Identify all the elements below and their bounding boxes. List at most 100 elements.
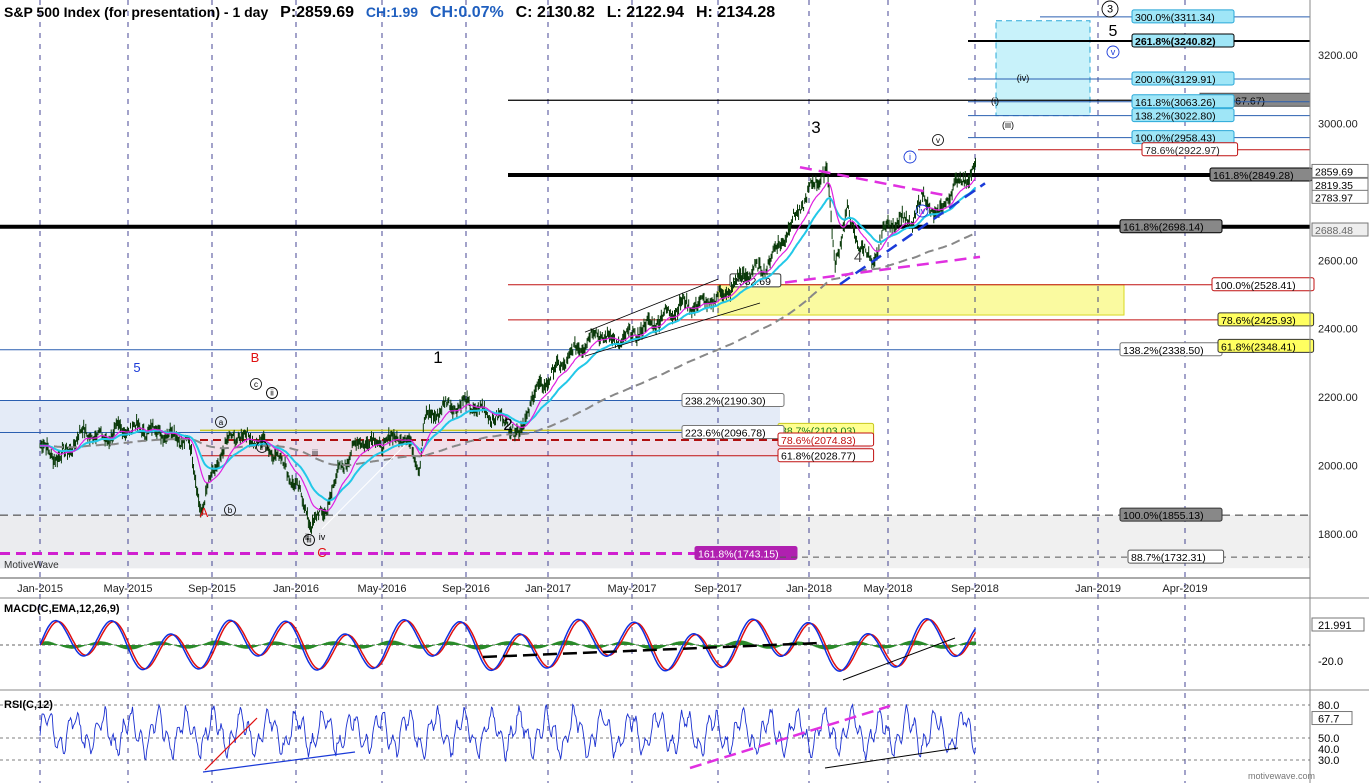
- wave-label: 5: [1109, 23, 1118, 40]
- level-tag: 200.0%(3129.91): [1135, 74, 1216, 86]
- level-tag: 78.6%(2074.83): [781, 435, 856, 447]
- level-tag: 100.0%(2528.41): [1215, 280, 1296, 292]
- x-tick-label: Apr-2019: [1162, 583, 1207, 595]
- wedge-line: [784, 255, 981, 284]
- chart-header: S&P 500 Index (for presentation) - 1 day…: [4, 4, 783, 22]
- y-tick-label: 2000.00: [1318, 461, 1358, 473]
- watermark: MotiveWave: [4, 560, 59, 571]
- wave-label: A: [200, 505, 209, 520]
- macd-tick-box: [1311, 617, 1365, 632]
- minor-label: (i): [991, 96, 999, 106]
- rsi-tick-label: 80.0: [1318, 700, 1339, 712]
- y-tick-label: 2600.00: [1318, 255, 1358, 267]
- level-tag: 238.2%(2190.30): [685, 395, 766, 407]
- axis-bg: [1310, 0, 1369, 783]
- rsi-title: RSI(C,12): [4, 699, 53, 711]
- macd-line: [39, 617, 977, 672]
- level-tag: 61.8%(2028.77): [781, 451, 856, 463]
- rsi-tick-label: 67.7: [1318, 714, 1339, 726]
- y-tick-label: 1800.00: [1318, 529, 1358, 541]
- price-marker: 2783.97: [1315, 192, 1353, 204]
- rsi-trend-line: [202, 751, 356, 773]
- x-tick-label: Sep-2017: [694, 583, 742, 595]
- rsi-tick-label: 30.0: [1318, 755, 1339, 767]
- circled-label-ring: [303, 534, 315, 546]
- circled-label: iv: [919, 206, 926, 216]
- minor-label: iv: [319, 532, 326, 542]
- price-marker: 2688.48: [1315, 225, 1353, 237]
- level-tag-box: [1131, 9, 1235, 24]
- change-pct-readout: CH:0.07%: [429, 4, 504, 21]
- blue-trend-line: [839, 182, 986, 286]
- wave-label: 2: [503, 415, 512, 434]
- ema-fast-line: [39, 177, 977, 512]
- level-tag-box: [694, 545, 798, 560]
- macd-tick-label: -20.0: [1318, 656, 1343, 668]
- channel-line: [584, 302, 761, 357]
- macd-title: MACD(C,EMA,12,26,9): [4, 603, 120, 615]
- level-tag-box: [681, 392, 785, 407]
- x-tick-label: Jan-2016: [273, 583, 319, 595]
- x-tick-label: Jan-2019: [1075, 583, 1121, 595]
- circled-label: iii: [306, 536, 312, 545]
- level-tag: 138.2%(2338.50): [1123, 345, 1204, 357]
- level-tag: 138.2%(3022.80): [1135, 111, 1216, 123]
- vertical-grid: [39, 0, 1186, 783]
- y-tick-label: 3000.00: [1318, 118, 1358, 130]
- macd-panel: MACD(C,EMA,12,26,9) 21.991 -20.0: [0, 603, 1365, 681]
- y-tick-label: 3200.00: [1318, 50, 1358, 62]
- rsi-line: [39, 703, 976, 762]
- minor-label: i: [261, 443, 263, 452]
- rsi-tick-box: [1311, 711, 1353, 726]
- close-readout: C: 2130.82: [515, 4, 595, 21]
- x-tick-label: May-2016: [358, 583, 407, 595]
- level-tag: 88.7%(1732.31): [1131, 552, 1206, 564]
- level-tag: 161.8%(2849.28): [1213, 170, 1294, 182]
- circled-label-ring: [903, 150, 917, 164]
- macd-trend-line: [842, 637, 956, 681]
- level-tag-box: [1131, 71, 1235, 86]
- rsi-panel: RSI(C,12) 80.0 67.7 50.040.030.0: [0, 699, 1353, 773]
- minor-label: a: [219, 418, 224, 427]
- level-tag: 100.0%(1855.13): [1123, 510, 1204, 522]
- channel-line: [584, 278, 719, 333]
- high-readout: H: 2134.28: [695, 4, 776, 21]
- x-tick-label: Jan-2017: [525, 583, 571, 595]
- annotations: 5BAC12345abciiiiiiivv(i)(iii)(iv)3iiiiii…: [4, 0, 1315, 781]
- ma-long-line: [40, 231, 976, 467]
- x-tick-label: Sep-2015: [188, 583, 236, 595]
- wave-label: 4: [854, 249, 862, 266]
- minor-label: iii: [312, 448, 318, 458]
- level-tag-box: [1127, 549, 1225, 564]
- wave-label: 1: [433, 348, 442, 367]
- change-readout: CH:1.99: [365, 4, 419, 20]
- bottom-zone: [0, 515, 1310, 569]
- level-tag: 161.8%(1743.15): [698, 548, 779, 560]
- fib-levels: 300.0%(3311.34) 261.8%(3240.82) 200.0%(312…: [0, 9, 1315, 564]
- price-readout: P:2859.69: [280, 4, 354, 21]
- level-tag-box: [1131, 94, 1235, 109]
- wave-label: 5: [133, 360, 140, 375]
- minor-label-circle: [256, 441, 268, 453]
- level-tag: 78.6%(2922.97): [1145, 145, 1220, 157]
- circled-label-ring: [1101, 0, 1119, 18]
- minor-label: v: [936, 136, 940, 145]
- circled-label: 3: [1107, 4, 1113, 16]
- price-marker-box: [1311, 189, 1369, 204]
- x-tick-label: Jan-2018: [786, 583, 832, 595]
- level-tag: 161.8%(2698.14): [1123, 222, 1204, 234]
- circled-label: ii: [270, 389, 274, 398]
- price-series: [39, 157, 977, 534]
- rsi-trend-line: [824, 747, 959, 769]
- rsi-trend-line: [204, 717, 258, 771]
- circled-label-ring: [915, 204, 929, 218]
- price-marker-box: [1311, 222, 1369, 237]
- y-tick-label: 2200.00: [1318, 392, 1358, 404]
- x-tick-label: Jan-2015: [17, 583, 63, 595]
- rsi-tick-label: 40.0: [1318, 744, 1339, 756]
- x-tick-label: May-2015: [104, 583, 153, 595]
- circled-label-ring: [266, 387, 278, 399]
- minor-label-circle: [250, 378, 262, 390]
- minor-label: ii: [305, 532, 309, 542]
